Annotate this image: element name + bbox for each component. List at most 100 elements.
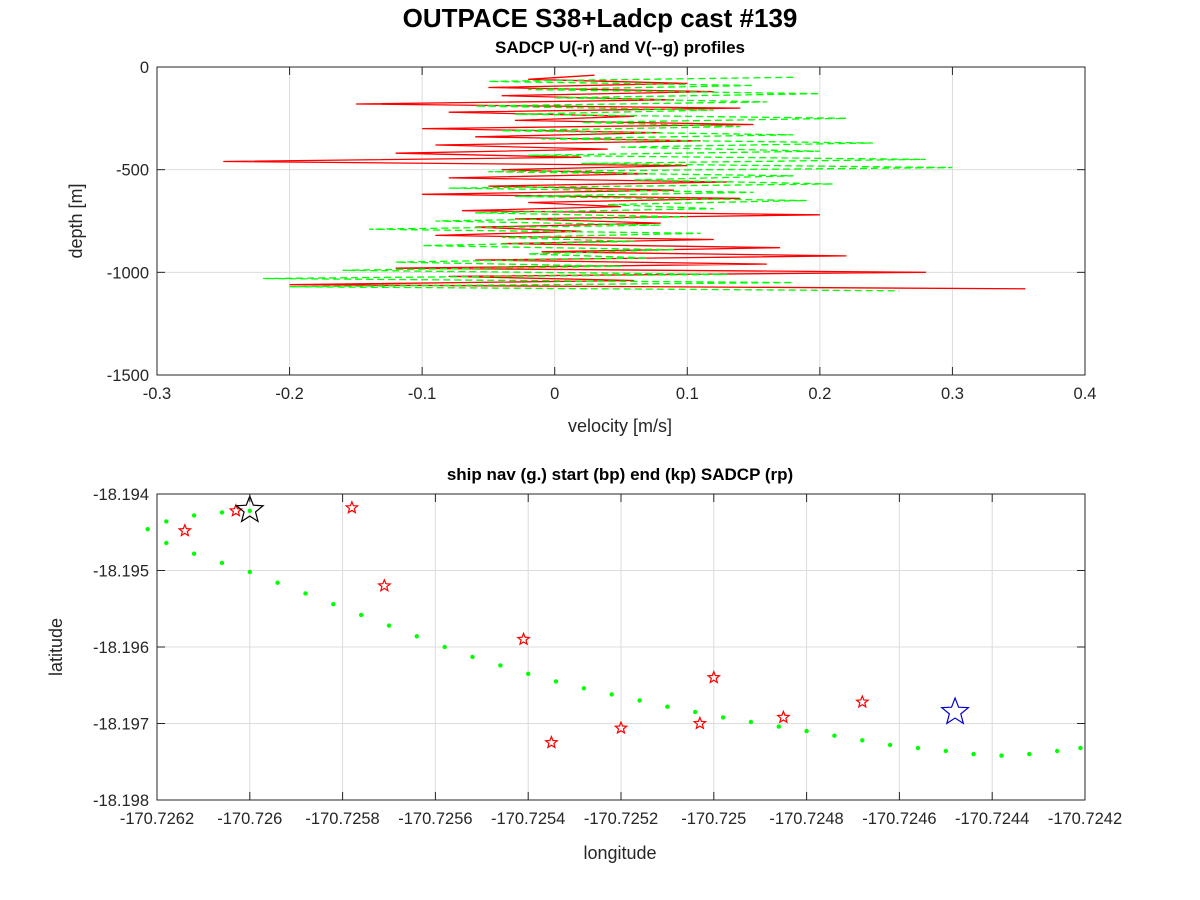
nav-track-point: [191, 513, 197, 518]
nav-track-point: [219, 560, 225, 566]
sadcp-point-marker: [613, 720, 629, 735]
sadcp-point-marker: [177, 523, 193, 537]
x-tick-label: -170.726: [217, 810, 282, 828]
nav-track-point: [609, 692, 614, 697]
nav-ticks: [156, 493, 1086, 801]
nav-track-point: [637, 698, 642, 703]
y-tick-label: -18.195: [93, 563, 149, 581]
profile-plot-area: [157, 67, 1085, 375]
nav-track-point: [581, 686, 587, 691]
nav-track-point: [887, 742, 893, 748]
x-tick-label: -170.725: [681, 810, 746, 828]
nav-track-point: [164, 519, 169, 524]
nav-track-point: [331, 602, 336, 607]
nav-track-point: [164, 540, 169, 546]
nav-track-point: [999, 753, 1004, 758]
nav-y-axis-label: latitude: [46, 618, 66, 676]
nav-track-point: [470, 654, 475, 660]
profile-ticks: [156, 66, 1086, 376]
v-velocity-line: [263, 76, 953, 292]
x-tick-label: -170.7262: [120, 810, 194, 828]
sadcp-point-marker: [855, 694, 870, 709]
nav-track-point: [219, 510, 225, 515]
sadcp-point-marker: [776, 709, 791, 724]
x-tick-label: -170.7246: [862, 810, 936, 828]
x-tick-label: 0.1: [676, 385, 699, 403]
profile-chart: SADCP U(-r) and V(--g) profiles -0.3 -0.2…: [66, 38, 1096, 436]
y-tick-label: -1500: [107, 367, 149, 385]
nav-track-point: [804, 728, 809, 734]
nav-track-point: [1078, 745, 1083, 751]
nav-track-point: [145, 527, 150, 532]
x-tick-label: -0.3: [143, 385, 171, 403]
x-tick-label: -170.7252: [584, 810, 658, 828]
sadcp-point-marker: [692, 715, 708, 730]
nav-track-point: [442, 644, 447, 650]
nav-track-point: [748, 719, 754, 725]
profile-x-axis-label: velocity [m/s]: [568, 416, 672, 436]
nav-track-point: [303, 591, 308, 596]
nav-chart: ship nav (g.) start (bp) end (kp) SADCP …: [46, 465, 1122, 863]
x-tick-label: 0.4: [1074, 385, 1097, 403]
x-tick-label: -170.7254: [491, 810, 565, 828]
x-tick-label: -0.2: [275, 385, 303, 403]
profile-y-axis-label: depth [m]: [66, 183, 86, 258]
nav-track-point: [247, 508, 252, 513]
nav-track-point: [1027, 751, 1032, 757]
x-tick-label: 0.3: [941, 385, 964, 403]
nav-track-point: [553, 679, 559, 684]
nav-track-point: [386, 623, 392, 628]
nav-track-point: [860, 738, 865, 743]
nav-x-axis-label: longitude: [583, 843, 656, 863]
x-tick-label: -170.7244: [955, 810, 1029, 828]
nav-track-point: [832, 733, 837, 738]
nav-track-point: [359, 612, 364, 618]
y-tick-label: -500: [116, 162, 149, 180]
y-tick-label: -18.194: [93, 486, 149, 504]
profile-series-group: [223, 74, 1026, 292]
nav-track-point: [1055, 748, 1060, 754]
nav-track-point: [776, 724, 781, 729]
sadcp-point-marker: [344, 500, 360, 514]
nav-track-point: [971, 751, 976, 757]
x-tick-label: -170.7258: [305, 810, 379, 828]
y-tick-label: -18.196: [93, 639, 149, 657]
nav-track-point: [665, 704, 670, 709]
nav-track-point: [915, 745, 921, 751]
nav-track-point: [943, 748, 948, 754]
profile-axes-frame: [156, 66, 1086, 376]
y-tick-label: 0: [140, 59, 149, 77]
x-tick-label: -170.7242: [1048, 810, 1122, 828]
end-point-marker: [234, 494, 265, 523]
nav-track-point: [720, 715, 726, 720]
nav-track-point: [275, 580, 280, 585]
nav-track-point: [498, 663, 503, 668]
nav-track-point: [247, 569, 252, 575]
sadcp-point-marker: [516, 631, 531, 646]
x-tick-label: -0.1: [408, 385, 436, 403]
nav-chart-title: ship nav (g.) start (bp) end (kp) SADCP …: [447, 465, 793, 484]
nav-y-tick-labels: -18.194 -18.195 -18.196 -18.197 -18.198: [93, 486, 149, 810]
start-point-marker: [940, 696, 970, 725]
x-tick-label: 0: [550, 385, 559, 403]
nav-track-point: [191, 551, 197, 556]
nav-series-group: [145, 494, 1083, 758]
nav-track-point: [414, 634, 419, 639]
y-tick-label: -18.197: [93, 716, 149, 734]
sadcp-point-marker: [706, 669, 722, 684]
sadcp-point-marker: [544, 734, 559, 749]
x-tick-label: -170.7256: [398, 810, 472, 828]
profile-y-tick-labels: 0 -500 -1000 -1500: [107, 59, 149, 385]
y-tick-label: -18.198: [93, 792, 149, 810]
x-tick-label: 0.2: [808, 385, 831, 403]
x-tick-label: -170.7248: [769, 810, 843, 828]
sadcp-point-marker: [377, 578, 392, 592]
y-tick-label: -1000: [107, 264, 149, 282]
nav-track-point: [526, 671, 531, 676]
profile-chart-title: SADCP U(-r) and V(--g) profiles: [495, 38, 745, 57]
figure-title: OUTPACE S38+Ladcp cast #139: [403, 3, 798, 33]
nav-x-tick-labels: -170.7262 -170.726 -170.7258 -170.7256 -170.…: [120, 810, 1122, 828]
nav-track-point: [693, 709, 698, 715]
profile-x-tick-labels: -0.3 -0.2 -0.1 0 0.1 0.2 0.3 0.4: [143, 385, 1097, 403]
